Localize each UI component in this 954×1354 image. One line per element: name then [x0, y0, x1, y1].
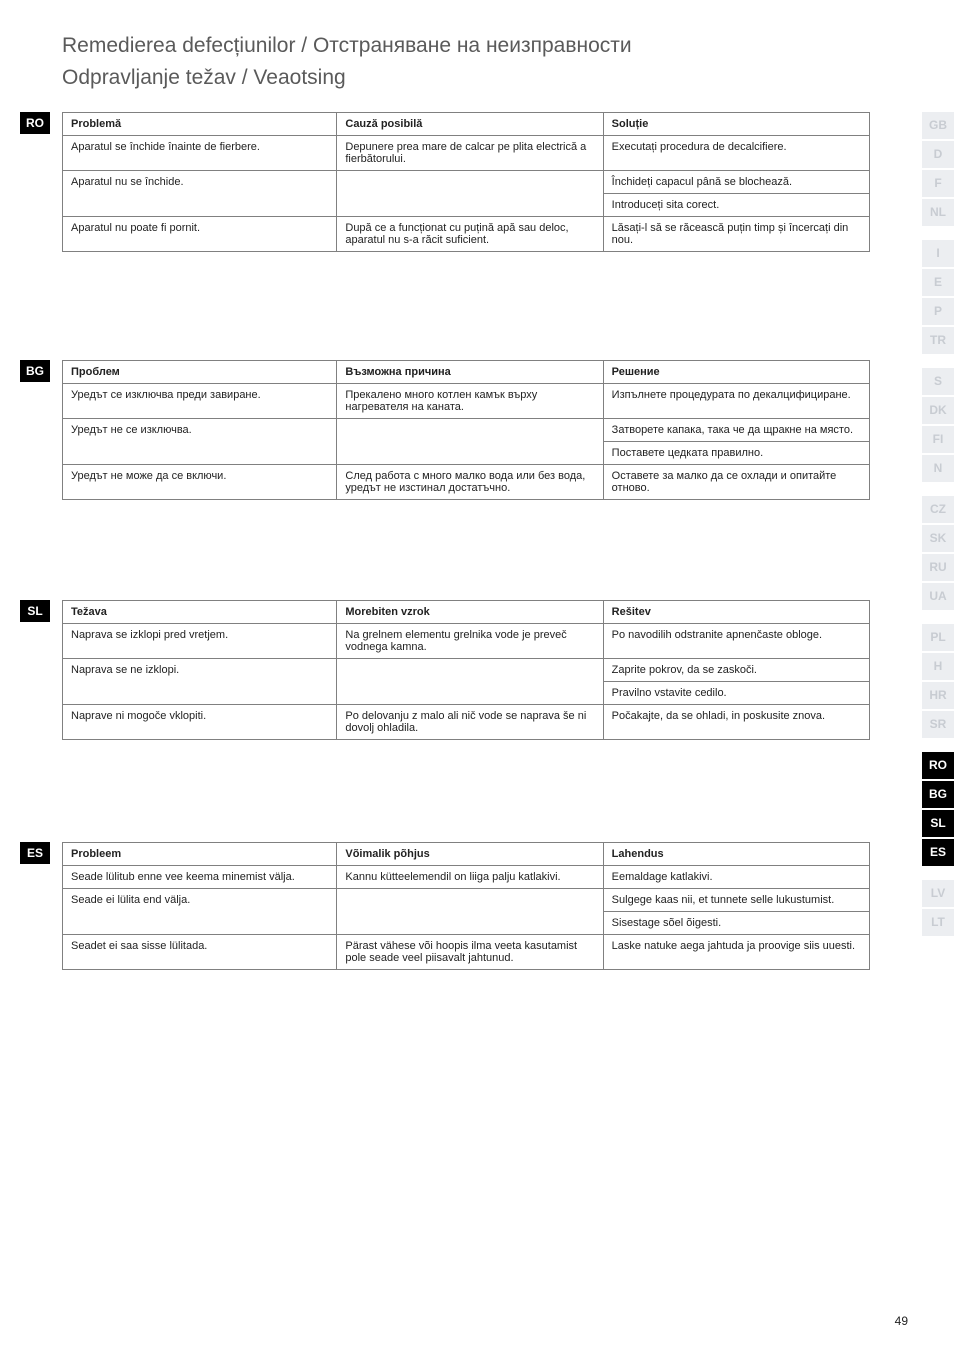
right-tab-sr[interactable]: SR: [922, 711, 954, 738]
right-tab-p[interactable]: P: [922, 298, 954, 325]
th-tezava: Težava: [63, 601, 337, 624]
cell: Pärast vähese või hoopis ilma veeta kasu…: [337, 935, 603, 970]
page-number: 49: [895, 1314, 908, 1328]
right-tab-hr[interactable]: HR: [922, 682, 954, 709]
right-tab-tr[interactable]: TR: [922, 327, 954, 354]
right-tab-fi[interactable]: FI: [922, 426, 954, 453]
cell: [337, 171, 603, 217]
cell: Naprava se ne izklopi.: [63, 659, 337, 705]
cell: Уредът не се изключва.: [63, 419, 337, 465]
section-sl: Težava Morebiten vzrok Rešitev Naprava s…: [62, 600, 870, 740]
cell: După ce a funcționat cu puțină apă sau d…: [337, 217, 603, 252]
cell: Sulgege kaas nii, et tunnete selle lukus…: [603, 889, 869, 912]
cell: Aparatul nu poate fi pornit.: [63, 217, 337, 252]
right-tab-lv[interactable]: LV: [922, 880, 954, 907]
lang-tab-bg: BG: [20, 360, 50, 382]
right-tab-d[interactable]: D: [922, 141, 954, 168]
right-tab-dk[interactable]: DK: [922, 397, 954, 424]
th-probleem: Probleem: [63, 843, 337, 866]
right-tab-f[interactable]: F: [922, 170, 954, 197]
right-tab-lt[interactable]: LT: [922, 909, 954, 936]
right-tab-cz[interactable]: CZ: [922, 496, 954, 523]
right-tab-e[interactable]: E: [922, 269, 954, 296]
right-tab-ua[interactable]: UA: [922, 583, 954, 610]
lang-tab-es: ES: [20, 842, 50, 864]
cell: Introduceți sita corect.: [603, 194, 869, 217]
cell: Seadet ei saa sisse lülitada.: [63, 935, 337, 970]
right-tab-es[interactable]: ES: [922, 839, 954, 866]
right-tab-pl[interactable]: PL: [922, 624, 954, 651]
right-tab-s[interactable]: S: [922, 368, 954, 395]
cell: Executați procedura de decalcifiere.: [603, 136, 869, 171]
cell: Laske natuke aega jahtuda ja proovige si…: [603, 935, 869, 970]
cell: Po navodilih odstranite apnenčaste oblog…: [603, 624, 869, 659]
section-bg: Проблем Възможна причина Решение Уредът …: [62, 360, 870, 500]
cell: Naprave ni mogoče vklopiti.: [63, 705, 337, 740]
lang-tab-ro: RO: [20, 112, 50, 134]
th-pohjus: Võimalik põhjus: [337, 843, 603, 866]
cell: Închideți capacul până se blochează.: [603, 171, 869, 194]
right-tab-strip: GBDFNL IEPTR SDKFIN CZSKRUUA PLHHRSR ROBGSLES…: [922, 112, 954, 938]
title-line-2: Odpravljanje težav / Veaotsing: [62, 66, 346, 89]
lang-tab-sl: SL: [20, 600, 50, 622]
cell: [337, 889, 603, 935]
page-title: Remedierea defecțiunilor / Отстраняване …: [62, 30, 632, 93]
th-reason: Възможна причина: [337, 361, 603, 384]
right-tab-ru[interactable]: RU: [922, 554, 954, 581]
right-tab-bg[interactable]: BG: [922, 781, 954, 808]
cell: Sisestage sõel õigesti.: [603, 912, 869, 935]
right-tab-ro[interactable]: RO: [922, 752, 954, 779]
th-solution: Решение: [603, 361, 869, 384]
cell: Прекалено много котлен камък върху нагре…: [337, 384, 603, 419]
cell: Naprava se izklopi pred vretjem.: [63, 624, 337, 659]
cell: Уредът се изключва преди завиране.: [63, 384, 337, 419]
table-sl: Težava Morebiten vzrok Rešitev Naprava s…: [62, 600, 870, 740]
th-cauza: Cauză posibilă: [337, 113, 603, 136]
right-tab-n[interactable]: N: [922, 455, 954, 482]
right-tab-sl[interactable]: SL: [922, 810, 954, 837]
title-line-1: Remedierea defecțiunilor / Отстраняване …: [62, 34, 632, 57]
th-resitev: Rešitev: [603, 601, 869, 624]
cell: Изпълнете процедурата по декалцифициране…: [603, 384, 869, 419]
right-tab-gb[interactable]: GB: [922, 112, 954, 139]
cell: Уредът не може да се включи.: [63, 465, 337, 500]
table-ro: Problemă Cauză posibilă Soluție Aparatul…: [62, 112, 870, 252]
table-es: Probleem Võimalik põhjus Lahendus Seade …: [62, 842, 870, 970]
th-solutie: Soluție: [603, 113, 869, 136]
th-vzrok: Morebiten vzrok: [337, 601, 603, 624]
cell: Počakajte, da se ohladi, in poskusite zn…: [603, 705, 869, 740]
cell: Затворете капака, така че да щракне на м…: [603, 419, 869, 442]
cell: Eemaldage katlakivi.: [603, 866, 869, 889]
cell: Seade ei lülita end välja.: [63, 889, 337, 935]
cell: Оставете за малко да се охлади и опитайт…: [603, 465, 869, 500]
cell: Kannu kütteelemendil on liiga palju katl…: [337, 866, 603, 889]
right-tab-sk[interactable]: SK: [922, 525, 954, 552]
cell: Depunere prea mare de calcar pe plita el…: [337, 136, 603, 171]
section-ro: Problemă Cauză posibilă Soluție Aparatul…: [62, 112, 870, 252]
th-lahendus: Lahendus: [603, 843, 869, 866]
th-problema: Problemă: [63, 113, 337, 136]
section-es: Probleem Võimalik põhjus Lahendus Seade …: [62, 842, 870, 970]
cell: Zaprite pokrov, da se zaskoči.: [603, 659, 869, 682]
cell: След работа с много малко вода или без в…: [337, 465, 603, 500]
table-bg: Проблем Възможна причина Решение Уредът …: [62, 360, 870, 500]
cell: Aparatul se închide înainte de fierbere.: [63, 136, 337, 171]
cell: Po delovanju z malo ali nič vode se napr…: [337, 705, 603, 740]
th-problem: Проблем: [63, 361, 337, 384]
right-tab-nl[interactable]: NL: [922, 199, 954, 226]
cell: Поставете цедката правилно.: [603, 442, 869, 465]
cell: Pravilno vstavite cedilo.: [603, 682, 869, 705]
cell: [337, 659, 603, 705]
cell: Aparatul nu se închide.: [63, 171, 337, 217]
cell: Na grelnem elementu grelnika vode je pre…: [337, 624, 603, 659]
right-tab-i[interactable]: I: [922, 240, 954, 267]
right-tab-h[interactable]: H: [922, 653, 954, 680]
cell: [337, 419, 603, 465]
cell: Seade lülitub enne vee keema minemist vä…: [63, 866, 337, 889]
cell: Lăsați-l să se răcească puțin timp și în…: [603, 217, 869, 252]
